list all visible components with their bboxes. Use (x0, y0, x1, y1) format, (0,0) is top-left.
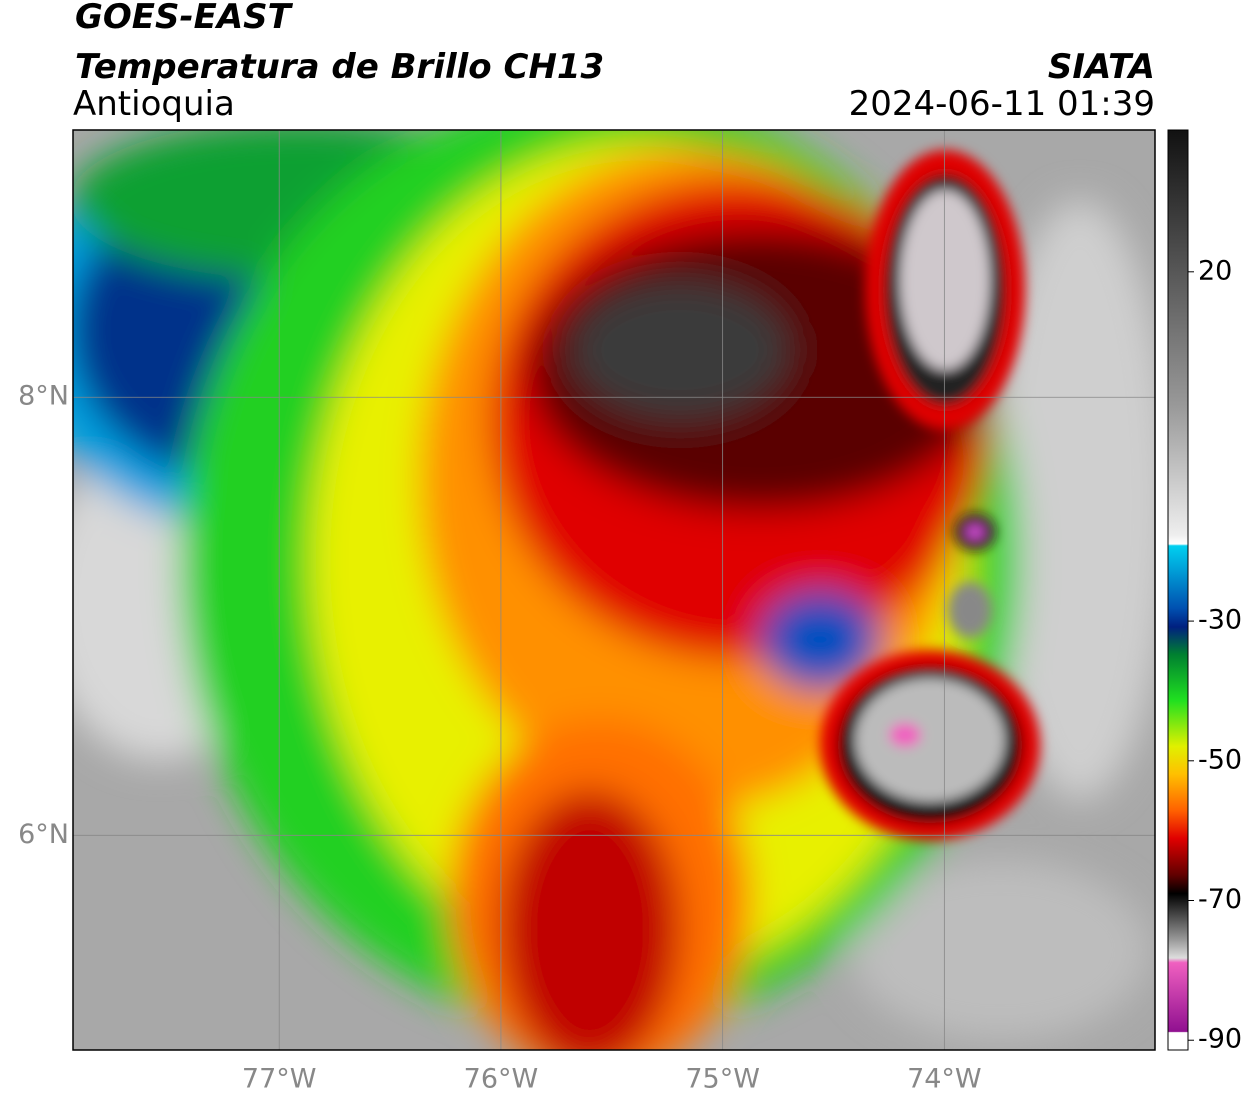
lon-tick-label: 77°W (242, 1064, 317, 1095)
region: Antioquia (73, 84, 235, 124)
source: SIATA (1048, 47, 1155, 87)
graticule (73, 130, 1155, 1050)
timestamp: 2024-06-11 01:39 (849, 84, 1155, 124)
lat-tick-label: 6°N (18, 819, 69, 850)
colorbar-tick-label: -50 (1198, 744, 1242, 775)
colorbar-tick-label: -90 (1198, 1024, 1242, 1055)
satellite-image (73, 130, 1155, 1050)
subtitle: Temperatura de Brillo CH13 (75, 47, 604, 87)
colorbar-tick-label: 20 (1198, 255, 1232, 286)
title: GOES-EAST (75, 0, 294, 37)
colorbar-tick-label: -70 (1198, 884, 1242, 915)
colorbar (1167, 129, 1189, 1051)
map-frame (72, 129, 1156, 1051)
lon-tick-label: 75°W (685, 1064, 760, 1095)
colorbar-tick-label: -30 (1198, 605, 1242, 636)
lon-tick-label: 76°W (464, 1064, 539, 1095)
lat-tick-label: 8°N (18, 381, 69, 412)
lon-tick-label: 74°W (907, 1064, 982, 1095)
